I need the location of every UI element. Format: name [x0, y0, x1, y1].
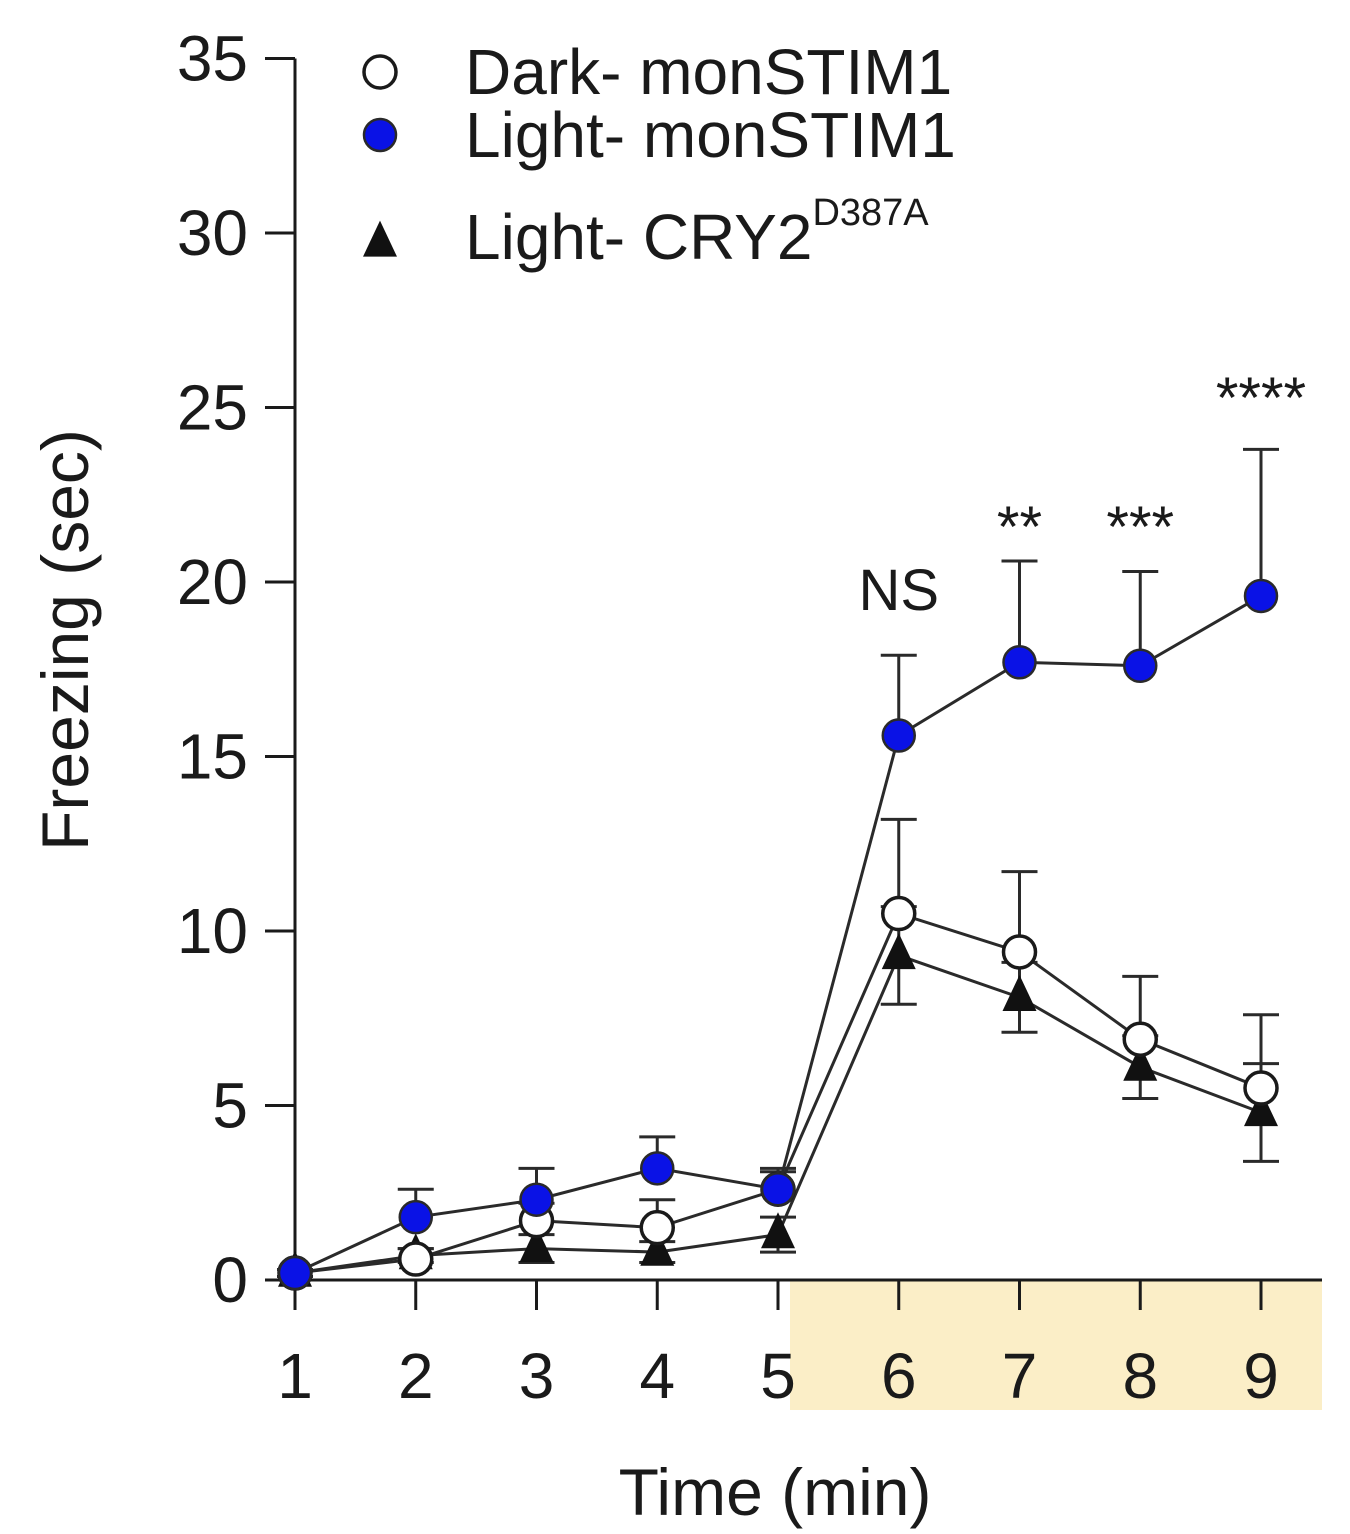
data-point-open-circle: [639, 1209, 675, 1246]
data-point-filled-circle: [519, 1182, 554, 1217]
legend-label-superscript: D387A: [812, 192, 929, 234]
data-point-filled-circle: [640, 1151, 675, 1186]
y-tick-label: 0: [212, 1244, 248, 1316]
data-point-filled-circle: [362, 117, 398, 153]
x-axis-title: Time (min): [619, 1455, 932, 1529]
y-tick-label: 10: [177, 895, 248, 967]
data-point-filled-circle: [760, 1172, 796, 1207]
axes-layer: [265, 57, 1322, 1310]
series-layer: [277, 447, 1279, 1291]
data-point-triangle: [1123, 1044, 1158, 1081]
data-point-triangle: [519, 1226, 554, 1263]
x-tick-label: 8: [1122, 1340, 1158, 1412]
data-point-triangle: [363, 220, 397, 257]
y-axis-title: Freezing (sec): [28, 429, 102, 851]
x-tick-label: 1: [277, 1340, 313, 1412]
data-point-triangle: [881, 933, 916, 970]
data-point-filled-circle: [277, 1255, 313, 1291]
x-tick-label: 7: [1002, 1340, 1038, 1412]
y-tick-label: 30: [177, 197, 248, 269]
y-tick-label: 20: [177, 546, 248, 618]
data-point-triangle: [1244, 1090, 1278, 1127]
data-point-open-circle: [1243, 1070, 1279, 1106]
data-point-triangle: [640, 1229, 675, 1266]
data-point-triangle: [1002, 974, 1037, 1011]
x-tick-label: 2: [398, 1340, 434, 1412]
data-point-filled-circle: [1243, 578, 1279, 614]
shaded-region-layer: [790, 1280, 1322, 1410]
data-point-open-circle: [1122, 1021, 1158, 1057]
data-point-filled-circle: [1002, 645, 1037, 680]
data-point-open-circle: [398, 1241, 434, 1277]
significance-annotations: NS** *******: [858, 366, 1306, 623]
data-point-filled-circle: [1123, 648, 1158, 684]
x-tick-label: 3: [519, 1340, 555, 1412]
legend-label: Light- CRY2D387A: [465, 192, 929, 273]
significance-label: ***: [1106, 495, 1174, 560]
series-1: [277, 447, 1279, 1291]
data-point-open-circle: [1001, 934, 1038, 970]
data-point-open-circle: [881, 895, 917, 932]
y-tick-label: 25: [177, 372, 248, 444]
legend-label: Dark- monSTIM1: [465, 36, 952, 108]
x-tick-label: 4: [639, 1340, 675, 1412]
data-point-open-circle: [362, 54, 398, 90]
significance-label: **: [997, 495, 1042, 560]
y-tick-label: 5: [212, 1070, 248, 1142]
legend-label: Light- monSTIM1: [465, 99, 956, 171]
x-tick-labels: 1 2 3 4 5 6 7 8 9: [277, 1340, 1279, 1412]
x-tick-label: 6: [881, 1340, 917, 1412]
data-point-filled-circle: [398, 1199, 433, 1235]
x-tick-label: 5: [760, 1340, 796, 1412]
y-tick-label: 15: [177, 721, 248, 793]
significance-label: ****: [1216, 366, 1306, 431]
data-point-triangle: [761, 1212, 795, 1249]
y-tick-label: 35: [177, 23, 248, 95]
x-tick-label: 9: [1243, 1340, 1279, 1412]
significance-label: NS: [858, 558, 939, 623]
data-point-filled-circle: [881, 718, 916, 753]
y-tick-labels: 0 5 10 15 20 25 30 35: [177, 23, 248, 1317]
light-period-shading: [790, 1280, 1322, 1410]
